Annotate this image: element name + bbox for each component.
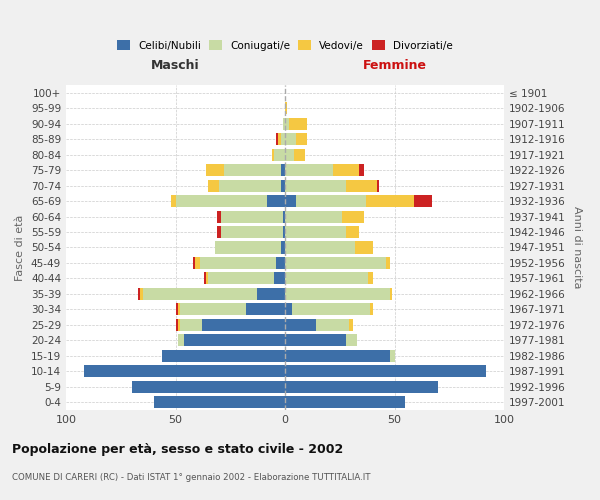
Bar: [224, 164, 281, 176]
Text: COMUNE DI CARERI (RC) - Dati ISTAT 1° gennaio 2002 - Elaborazione TUTTITALIA.IT: COMUNE DI CARERI (RC) - Dati ISTAT 1° ge…: [12, 472, 371, 482]
Y-axis label: Fasce di età: Fasce di età: [16, 214, 25, 280]
Bar: [285, 366, 487, 378]
Bar: [268, 195, 285, 207]
Bar: [283, 118, 285, 130]
Bar: [285, 195, 296, 207]
Bar: [285, 288, 390, 300]
Bar: [414, 195, 432, 207]
Bar: [143, 288, 257, 300]
Bar: [176, 319, 178, 331]
Bar: [154, 396, 285, 408]
Bar: [296, 195, 366, 207]
Bar: [285, 242, 355, 254]
Bar: [171, 195, 176, 207]
Bar: [285, 102, 287, 115]
Bar: [206, 164, 224, 176]
Bar: [346, 180, 377, 192]
Bar: [217, 226, 221, 238]
Text: Popolazione per età, sesso e stato civile - 2002: Popolazione per età, sesso e stato civil…: [12, 442, 343, 456]
Bar: [202, 319, 285, 331]
Text: Maschi: Maschi: [151, 59, 200, 72]
Legend: Celibi/Nubili, Coniugati/e, Vedovi/e, Divorziati/e: Celibi/Nubili, Coniugati/e, Vedovi/e, Di…: [115, 38, 455, 52]
Bar: [176, 304, 178, 316]
Bar: [184, 334, 285, 346]
Bar: [274, 148, 285, 160]
Bar: [278, 133, 281, 145]
Bar: [221, 210, 283, 222]
Bar: [200, 257, 276, 269]
Bar: [272, 148, 274, 160]
Bar: [281, 164, 285, 176]
Bar: [138, 288, 140, 300]
Bar: [195, 257, 200, 269]
Bar: [221, 226, 283, 238]
Bar: [276, 133, 278, 145]
Bar: [285, 350, 390, 362]
Bar: [274, 272, 285, 284]
Bar: [257, 288, 285, 300]
Bar: [285, 334, 346, 346]
Bar: [386, 257, 390, 269]
Bar: [289, 118, 307, 130]
Bar: [208, 272, 274, 284]
Bar: [140, 288, 143, 300]
Bar: [180, 304, 245, 316]
Bar: [285, 272, 368, 284]
Bar: [281, 242, 285, 254]
Bar: [285, 304, 292, 316]
Bar: [132, 381, 285, 393]
Bar: [178, 304, 180, 316]
Bar: [208, 180, 220, 192]
Bar: [285, 381, 438, 393]
Bar: [285, 226, 346, 238]
Bar: [285, 133, 296, 145]
Bar: [220, 180, 281, 192]
Bar: [163, 350, 285, 362]
Bar: [206, 272, 208, 284]
Bar: [217, 210, 221, 222]
Bar: [215, 242, 281, 254]
Bar: [283, 210, 285, 222]
Bar: [178, 319, 180, 331]
Bar: [390, 288, 392, 300]
Bar: [346, 334, 357, 346]
Bar: [285, 180, 346, 192]
Bar: [346, 226, 359, 238]
Y-axis label: Anni di nascita: Anni di nascita: [572, 206, 582, 288]
Bar: [281, 180, 285, 192]
Bar: [176, 195, 268, 207]
Bar: [390, 350, 395, 362]
Bar: [285, 257, 386, 269]
Bar: [285, 148, 294, 160]
Bar: [349, 319, 353, 331]
Bar: [281, 133, 285, 145]
Bar: [316, 319, 349, 331]
Bar: [283, 226, 285, 238]
Bar: [370, 304, 373, 316]
Bar: [285, 118, 289, 130]
Bar: [294, 148, 305, 160]
Bar: [377, 180, 379, 192]
Text: Femmine: Femmine: [362, 59, 427, 72]
Bar: [245, 304, 285, 316]
Bar: [276, 257, 285, 269]
Bar: [285, 319, 316, 331]
Bar: [285, 210, 342, 222]
Bar: [342, 210, 364, 222]
Bar: [355, 242, 373, 254]
Bar: [180, 319, 202, 331]
Bar: [368, 272, 373, 284]
Bar: [359, 164, 364, 176]
Bar: [292, 304, 370, 316]
Bar: [366, 195, 414, 207]
Bar: [285, 164, 333, 176]
Bar: [83, 366, 285, 378]
Bar: [178, 334, 184, 346]
Bar: [193, 257, 195, 269]
Bar: [296, 133, 307, 145]
Bar: [204, 272, 206, 284]
Bar: [285, 396, 406, 408]
Bar: [333, 164, 359, 176]
